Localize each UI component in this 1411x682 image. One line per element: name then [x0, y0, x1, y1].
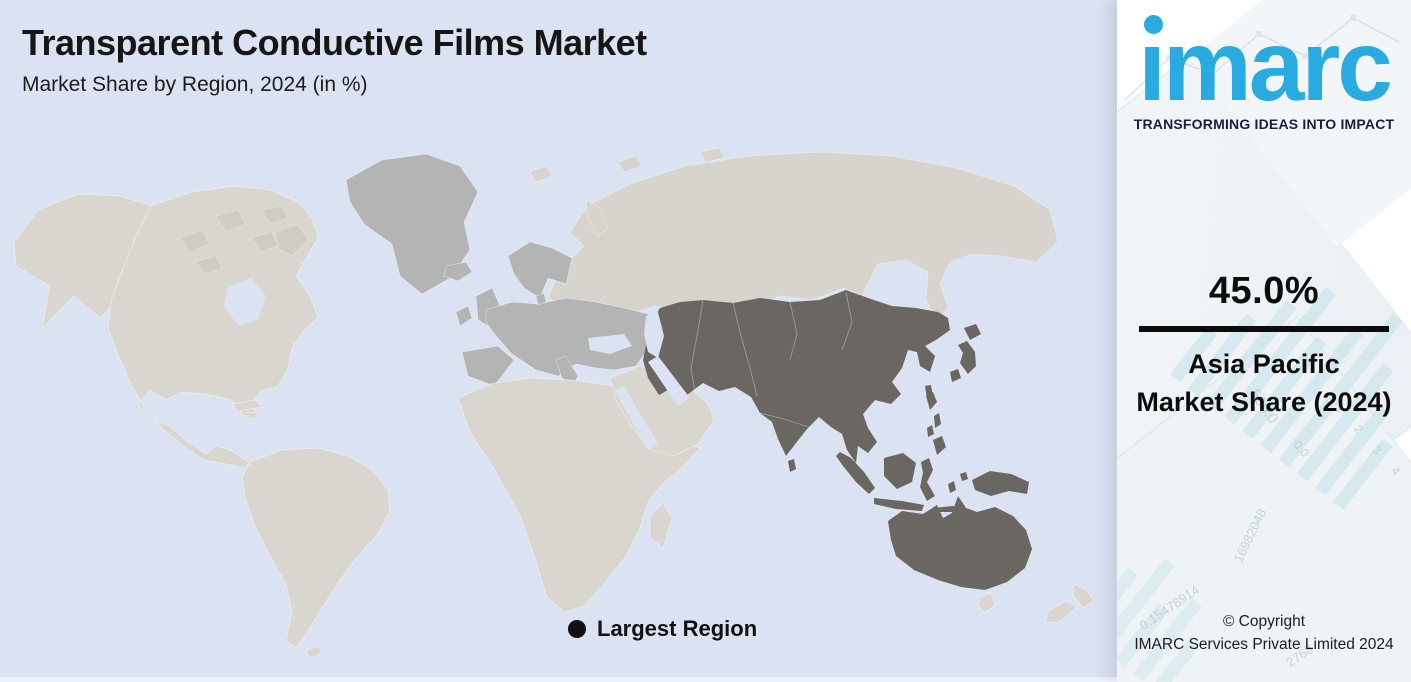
legend-label: Largest Region	[597, 616, 758, 641]
logo-tagline: TRANSFORMING IDEAS INTO IMPACT	[1133, 116, 1395, 132]
bottom-edge-strip	[0, 677, 1117, 682]
stat-label: Market Share (2024)	[1136, 387, 1392, 417]
logo-i-dot-icon	[1144, 15, 1163, 34]
copyright-line2: IMARC Services Private Limited 2024	[1134, 635, 1394, 653]
map-region-canadian-archipelago	[179, 205, 309, 275]
page-title: Transparent Conductive Films Market	[22, 22, 647, 63]
map-water-black-sea	[588, 334, 632, 354]
map-region-japan	[950, 324, 981, 382]
world-map	[13, 147, 1095, 659]
map-region-new-zealand	[1045, 583, 1095, 624]
map-region-north-america	[107, 185, 319, 469]
map-region-arctic-islands	[529, 147, 725, 237]
imarc-logo: ımarc TRANSFORMING IDEAS INTO IMPACT	[1117, 0, 1411, 132]
map-region-russia	[547, 151, 1059, 321]
map-region-iceland	[443, 261, 473, 282]
map-region-tasmania	[977, 592, 996, 614]
logo-wordmark: ımarc	[1138, 10, 1393, 122]
map-region-iberia	[461, 345, 515, 387]
map-region-scandinavia	[507, 241, 573, 299]
copyright: © Copyright IMARC Services Private Limit…	[1117, 611, 1411, 656]
map-region-tierra-del-fuego	[305, 645, 323, 659]
map-region-australia	[888, 496, 1032, 590]
map-region-new-guinea	[972, 471, 1029, 496]
stat-value: 45.0%	[1208, 270, 1320, 312]
map-legend: Largest Region	[568, 616, 757, 642]
map-region-denmark	[535, 292, 547, 306]
map-region-madagascar	[649, 502, 673, 549]
map-water-caspian-sea	[644, 312, 664, 358]
map-region-indonesia	[836, 452, 968, 512]
map-region-sri-lanka	[788, 459, 796, 472]
header: Transparent Conductive Films Market Mark…	[22, 22, 647, 97]
map-region-caribbean	[231, 399, 263, 420]
map-region-philippines	[926, 392, 946, 455]
legend-marker-dot	[568, 620, 586, 638]
page-subtitle: Market Share by Region, 2024 (in %)	[22, 73, 368, 96]
map-water-persian-gulf	[648, 356, 690, 406]
stat-callout: 45.0% Asia Pacific Market Share (2024)	[1117, 270, 1411, 418]
map-region-south-america	[241, 447, 391, 649]
copyright-line1: © Copyright	[1222, 613, 1306, 631]
map-region-ireland	[455, 305, 473, 327]
map-country-borders	[690, 291, 853, 428]
stat-divider	[1139, 326, 1389, 332]
side-panel: 500.0 0.0 1 2 3 4 16982048 0.15478914 27…	[1117, 0, 1411, 682]
decor-sparkline	[1124, 15, 1400, 101]
map-water-red-sea	[614, 386, 658, 450]
map-water-hudson-bay	[224, 278, 266, 326]
map-region-europe	[485, 297, 663, 377]
stat-region: Asia Pacific	[1188, 349, 1340, 379]
map-region-asia-pacific	[643, 290, 950, 463]
